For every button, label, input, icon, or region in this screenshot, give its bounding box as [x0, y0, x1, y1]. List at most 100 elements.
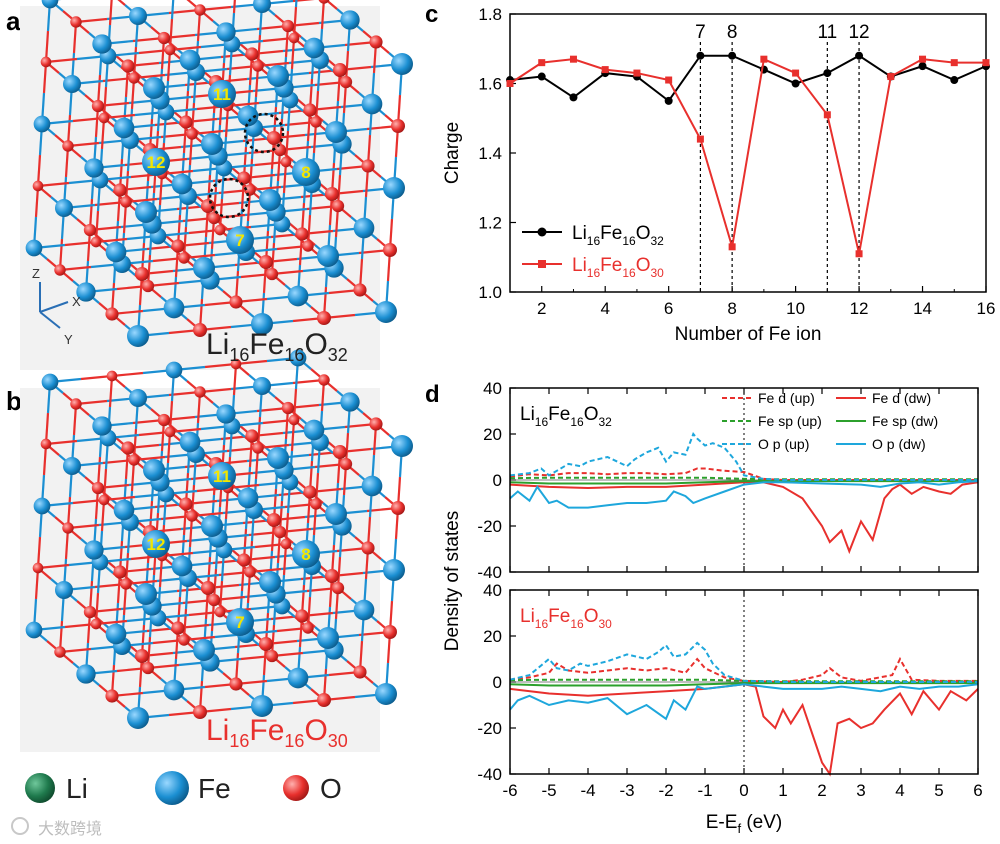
o-atom: [317, 693, 331, 707]
o-atom: [121, 59, 135, 73]
fe-atom: [287, 667, 309, 689]
legend-label: Li16Fe16O32: [572, 223, 664, 248]
watermark: 大数跨境: [38, 819, 102, 838]
o-atom: [288, 32, 300, 44]
x-tick-label: 6: [664, 299, 673, 318]
site-label: 8: [301, 545, 310, 564]
o-atom: [207, 211, 221, 225]
y-tick-label: -40: [477, 563, 502, 582]
x-tick-label: -5: [541, 781, 556, 800]
o-atom: [105, 689, 119, 703]
fe-atom: [193, 639, 215, 661]
fe-atom: [353, 599, 375, 621]
subplot-title: Li16Fe16O30: [520, 606, 612, 631]
fe-atom: [361, 93, 383, 115]
data-point: [887, 73, 895, 81]
site-label: 12: [147, 153, 166, 172]
data-point: [919, 55, 927, 63]
o-atom: [325, 187, 339, 201]
fe-atom: [259, 571, 281, 593]
o-atom: [186, 128, 198, 140]
bond: [324, 0, 338, 10]
legend-label: Fe sp (up): [758, 413, 822, 429]
o-atom: [157, 31, 171, 45]
o-atom: [325, 569, 339, 583]
o-atom: [186, 510, 198, 522]
y-tick-label: 1.8: [478, 5, 502, 24]
fe-atom: [325, 503, 347, 525]
fe-atom: [340, 392, 360, 412]
labeled-fe-atom: [226, 608, 254, 636]
o-atom: [353, 283, 367, 297]
x-axis-label: Number of Fe ion: [675, 324, 822, 345]
fe-atom: [289, 349, 307, 367]
x-tick-label: 4: [600, 299, 609, 318]
y-tick-label: 1.4: [478, 144, 502, 163]
y-tick-label: 20: [483, 425, 502, 444]
o-atom: [303, 485, 317, 499]
dos-chart: -40-2002040Li16Fe16O32-40-2002040Li16Fe1…: [442, 379, 983, 836]
x-tick-label: 3: [856, 781, 865, 800]
o-atom: [318, 374, 330, 386]
o-atom: [70, 398, 82, 410]
y-tick-label: 1.0: [478, 283, 502, 302]
o-atom: [178, 634, 190, 646]
vline-label: 7: [695, 22, 706, 43]
o-atom: [317, 311, 331, 325]
fe-atom: [237, 105, 259, 127]
fe-atom: [41, 373, 59, 391]
y-axis-label: Charge: [442, 122, 463, 184]
o-atom: [54, 264, 66, 276]
fe-atom: [84, 540, 104, 560]
o-atom: [121, 441, 135, 455]
data-point: [696, 135, 704, 143]
o-atom: [267, 513, 281, 527]
fe-atom: [216, 22, 236, 42]
legend-marker: [538, 260, 546, 268]
fe-atom: [201, 133, 223, 155]
fe-atom: [54, 580, 74, 600]
o-atom: [230, 358, 242, 370]
o-atom: [339, 457, 353, 471]
o-atom: [252, 60, 264, 72]
y-tick-label: 40: [483, 379, 502, 398]
x-tick-label: 12: [850, 299, 869, 318]
o-atom: [331, 581, 345, 595]
fe-atom: [391, 53, 413, 75]
y-tick-label: -20: [477, 719, 502, 738]
fe-atom: [127, 707, 149, 729]
o-atom: [128, 454, 140, 466]
legend-label: Li16Fe16O30: [572, 255, 664, 280]
data-point: [664, 96, 673, 105]
fe-atom: [62, 74, 82, 94]
atom-legend: Li Fe O: [25, 771, 342, 805]
fe-atom: [267, 447, 289, 469]
x-tick-label: 0: [739, 781, 748, 800]
labeled-fe-atom: [292, 540, 320, 568]
o-atom: [141, 661, 155, 675]
o-atom: [91, 481, 105, 495]
legend-label: Fe sp (dw): [872, 413, 938, 429]
o-atom: [135, 649, 149, 663]
panel-label-b: b: [6, 386, 22, 416]
o-atom: [333, 445, 347, 459]
panel-label-d: d: [425, 381, 440, 408]
labeled-fe-atom: [208, 462, 236, 490]
o-atom: [353, 665, 367, 679]
fe-atom: [127, 325, 149, 347]
data-point: [823, 111, 831, 119]
o-atom: [135, 267, 149, 281]
fe-atom: [179, 49, 201, 71]
o-atom: [391, 119, 405, 133]
data-point: [982, 59, 990, 67]
crystal-structure-a: 11 12 8 7: [25, 0, 413, 347]
fe-atom: [165, 361, 183, 379]
y-tick-label: 1.6: [478, 75, 502, 94]
data-point: [950, 76, 959, 85]
fe-atom: [128, 6, 148, 26]
data-point: [537, 72, 546, 81]
x-axis-label: E-Ef (eV): [706, 812, 783, 836]
legend-fe-label: Fe: [198, 773, 231, 804]
site-label: 7: [235, 231, 244, 250]
o-atom: [273, 525, 287, 539]
